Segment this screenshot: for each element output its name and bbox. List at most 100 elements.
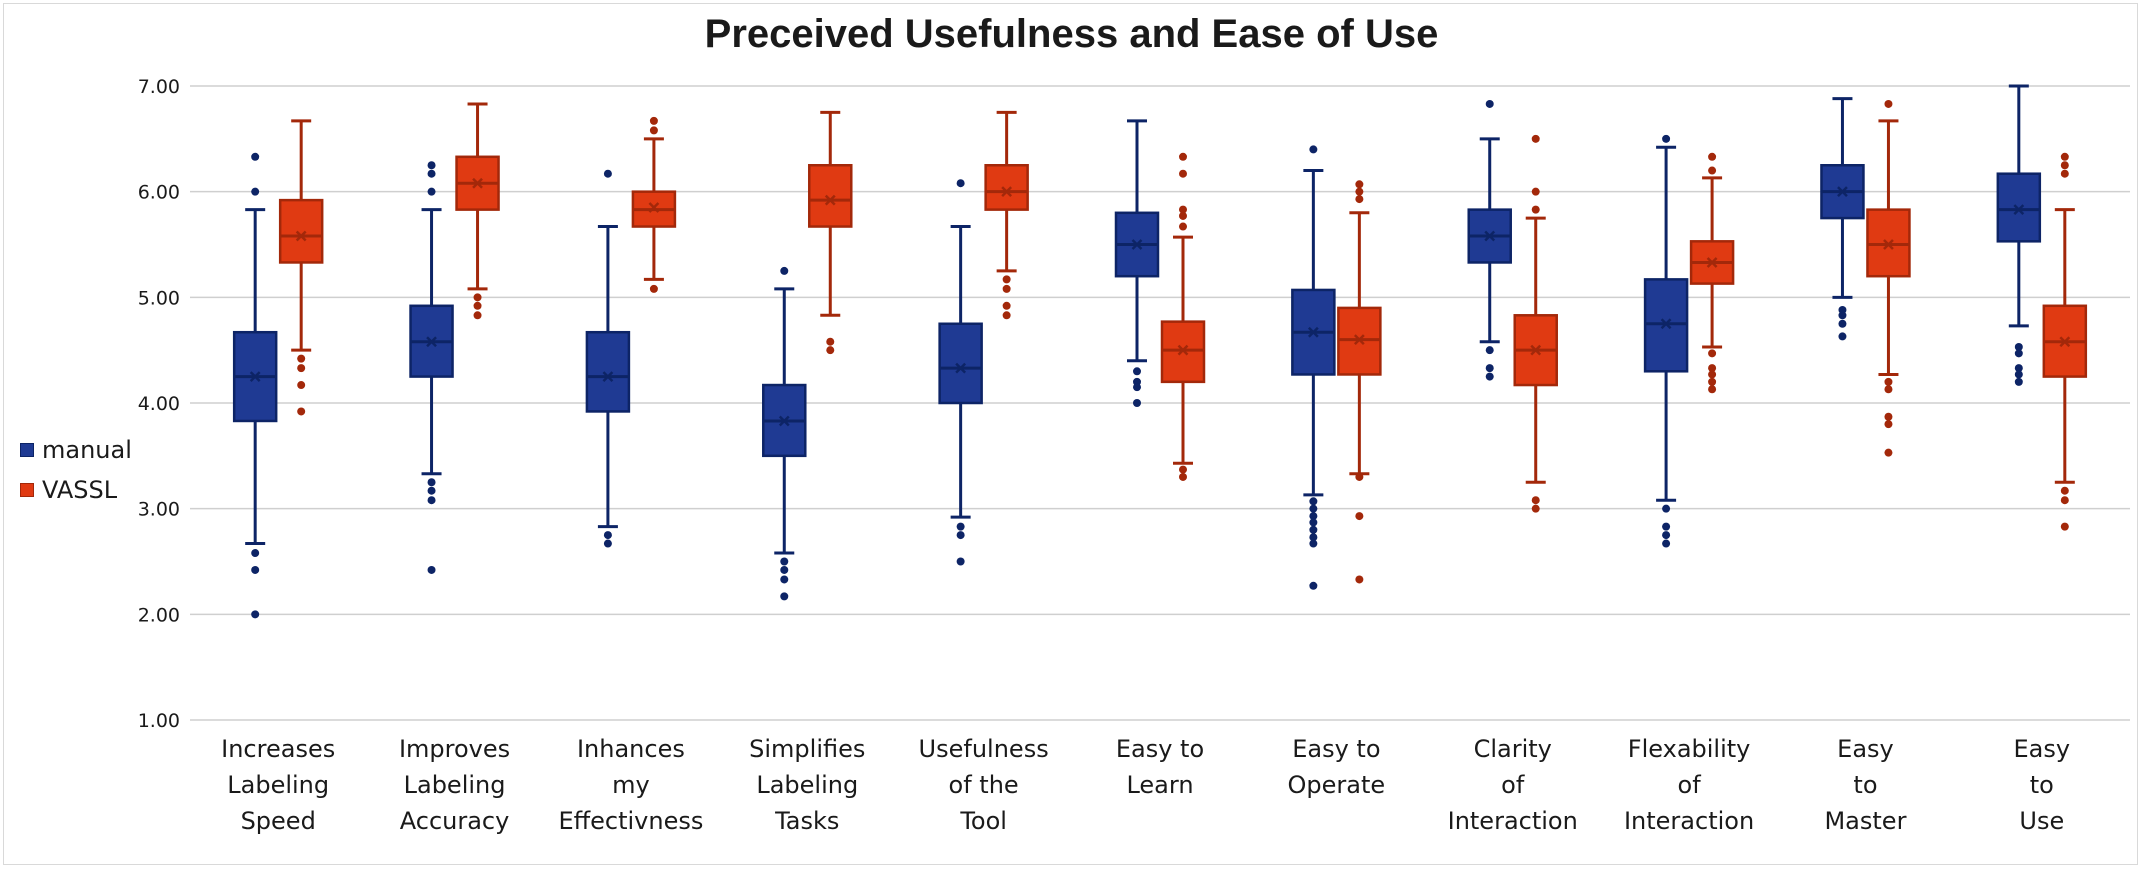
outlier-point-vassl — [1884, 420, 1893, 429]
outlier-point-vassl — [1708, 364, 1717, 373]
mean-marker-manual — [2013, 204, 2025, 216]
outlier-point-manual — [427, 496, 436, 505]
outlier-point-vassl — [826, 337, 835, 346]
outlier-point-manual — [780, 266, 789, 275]
outlier-point-vassl — [2060, 161, 2069, 170]
x-category-label: Tool — [959, 807, 1007, 835]
outlier-point-manual — [1485, 364, 1494, 373]
mean-marker-vassl — [1706, 257, 1718, 268]
mean-marker-vassl — [1353, 334, 1365, 345]
outlier-point-vassl — [1708, 349, 1717, 358]
mean-marker-manual — [1307, 326, 1319, 338]
y-tick-label: 7.00 — [138, 76, 180, 98]
outlier-point-manual — [956, 557, 965, 566]
outlier-point-vassl — [2060, 152, 2069, 161]
outlier-point-vassl — [1708, 385, 1717, 394]
outlier-point-manual — [603, 531, 612, 540]
outlier-point-vassl — [1531, 205, 1540, 214]
x-category-label: Interaction — [1624, 807, 1754, 835]
chart-frame — [3, 3, 2138, 865]
outlier-point-vassl — [1002, 284, 1011, 293]
legend: manual VASSL — [20, 430, 132, 510]
outlier-point-vassl — [1355, 180, 1364, 189]
x-category-label: of the — [949, 771, 1019, 799]
mean-marker-manual — [955, 362, 967, 374]
outlier-point-vassl — [1179, 152, 1187, 161]
x-category-label: Inhances — [577, 735, 685, 763]
mean-marker-manual — [249, 371, 261, 382]
outlier-point-manual — [1309, 518, 1318, 527]
outlier-point-manual — [251, 549, 260, 558]
mean-marker-vassl — [1530, 344, 1542, 356]
y-tick-label: 3.00 — [138, 499, 180, 521]
outlier-point-manual — [1485, 99, 1494, 108]
mean-marker-manual — [602, 371, 614, 382]
mean-marker-manual — [1660, 318, 1672, 330]
legend-item-vassl: VASSL — [20, 470, 132, 510]
outlier-point-vassl — [1355, 575, 1364, 584]
mean-marker-vassl — [2059, 336, 2071, 348]
x-category-label: Easy — [2014, 735, 2071, 763]
outlier-point-manual — [1133, 399, 1141, 407]
outlier-point-vassl — [2060, 496, 2069, 505]
outlier-point-manual — [2014, 342, 2023, 351]
box-vassl — [1337, 306, 1382, 376]
x-category-label: Labeling — [227, 771, 329, 799]
outlier-point-manual — [1838, 311, 1847, 320]
outlier-point-vassl — [2060, 486, 2069, 495]
legend-item-manual: manual — [20, 430, 132, 470]
outlier-point-vassl — [826, 346, 835, 355]
outlier-point-manual — [2014, 377, 2023, 386]
outlier-point-vassl — [1355, 472, 1364, 481]
outlier-point-manual — [603, 169, 612, 178]
outlier-point-vassl — [1355, 195, 1364, 204]
outlier-point-manual — [1485, 346, 1494, 355]
outlier-point-vassl — [1531, 504, 1540, 513]
outlier-point-manual — [1133, 383, 1141, 392]
outlier-point-vassl — [1531, 187, 1540, 196]
outlier-point-manual — [1309, 504, 1318, 513]
outlier-point-manual — [427, 169, 436, 178]
outlier-point-manual — [2014, 364, 2023, 373]
mean-marker-vassl — [1177, 344, 1189, 356]
outlier-point-vassl — [1179, 169, 1187, 178]
y-tick-label: 5.00 — [138, 287, 180, 309]
mean-marker-vassl — [648, 202, 660, 213]
x-category-label: my — [612, 771, 650, 799]
chart-title: Preceived Usefulness and Ease of Use — [704, 12, 1439, 56]
outlier-point-manual — [427, 187, 436, 196]
outlier-point-manual — [427, 486, 436, 495]
outlier-point-vassl — [1884, 412, 1893, 421]
x-category-label: Learn — [1126, 771, 1193, 799]
x-category-label: Easy to — [1292, 735, 1380, 763]
outlier-point-vassl — [649, 284, 658, 293]
outlier-point-vassl — [1355, 187, 1364, 196]
outlier-point-manual — [1662, 539, 1671, 548]
outlier-point-manual — [1309, 539, 1318, 548]
y-tick-label: 1.00 — [138, 710, 180, 732]
outlier-point-manual — [2014, 349, 2023, 358]
x-category-label: Labeling — [756, 771, 858, 799]
outlier-point-manual — [251, 565, 260, 574]
box-manual — [585, 330, 631, 413]
x-category-label: Improves — [399, 735, 510, 763]
outlier-point-vassl — [1179, 465, 1187, 474]
x-category-label: Effectivness — [558, 807, 703, 835]
outlier-point-vassl — [1179, 211, 1187, 220]
outlier-point-vassl — [1002, 311, 1011, 320]
outlier-point-manual — [427, 478, 436, 487]
outlier-point-vassl — [1884, 99, 1893, 108]
mean-marker-manual — [426, 336, 437, 348]
outlier-point-vassl — [649, 116, 658, 125]
x-category-label: of — [1678, 771, 1702, 799]
x-category-label: of — [1501, 771, 1525, 799]
outlier-point-manual — [1838, 319, 1847, 328]
x-category-label: Interaction — [1448, 807, 1578, 835]
outlier-point-vassl — [1179, 472, 1187, 481]
outlier-point-manual — [1662, 522, 1671, 531]
outlier-point-vassl — [1179, 222, 1187, 231]
outlier-point-vassl — [1531, 496, 1540, 505]
mean-marker-manual — [1484, 230, 1496, 242]
outlier-point-vassl — [1002, 275, 1011, 284]
outlier-point-manual — [1309, 512, 1318, 521]
